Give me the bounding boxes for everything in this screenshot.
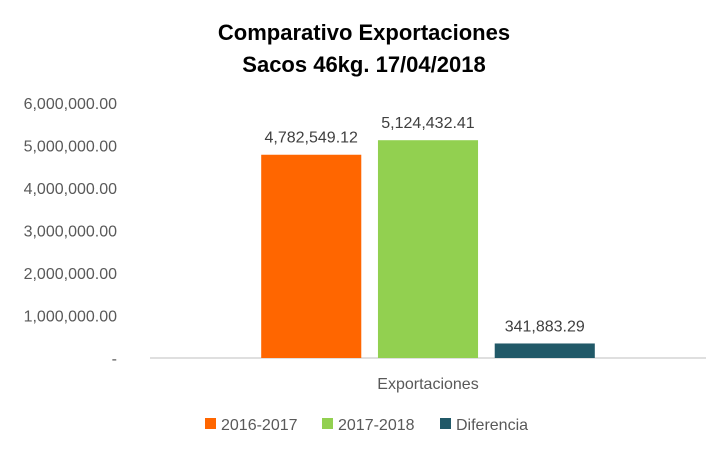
y-tick-label: 6,000,000.00 — [24, 96, 118, 113]
y-tick-label: 3,000,000.00 — [24, 224, 118, 241]
x-category-group: Exportaciones — [377, 376, 478, 393]
legend-swatch-2016-2017 — [205, 418, 216, 429]
data-label: 5,124,432.41 — [381, 115, 475, 132]
data-label: 4,782,549.12 — [265, 130, 359, 147]
bar-diferencia — [494, 343, 595, 358]
bar-2017-2018 — [377, 140, 479, 358]
bar-2016-2017 — [261, 154, 362, 358]
x-category-label: Exportaciones — [377, 376, 478, 393]
legend-label: Diferencia — [456, 417, 528, 434]
y-tick-label: 5,000,000.00 — [24, 139, 118, 156]
y-tick-label: - — [112, 351, 117, 368]
legend-swatch-diferencia — [440, 418, 451, 429]
y-tick-label: 4,000,000.00 — [24, 181, 118, 198]
y-tick-label: 2,000,000.00 — [24, 266, 118, 283]
y-tick-label: 1,000,000.00 — [24, 309, 118, 326]
legend: 2016-2017 2017-2018 Diferencia — [205, 417, 528, 434]
legend-swatch-2017-2018 — [322, 418, 333, 429]
data-label: 341,883.29 — [505, 318, 585, 335]
legend-label: 2017-2018 — [338, 417, 415, 434]
chart-title-line-2: Sacos 46kg. 17/04/2018 — [242, 52, 485, 77]
legend-label: 2016-2017 — [221, 417, 298, 434]
y-axis: - 1,000,000.00 2,000,000.00 3,000,000.00 4,0… — [24, 96, 118, 368]
bar-group — [261, 140, 595, 358]
data-label-group: 4,782,549.12 5,124,432.41 341,883.29 — [265, 115, 585, 335]
chart-title-line-1: Comparativo Exportaciones — [218, 20, 510, 45]
